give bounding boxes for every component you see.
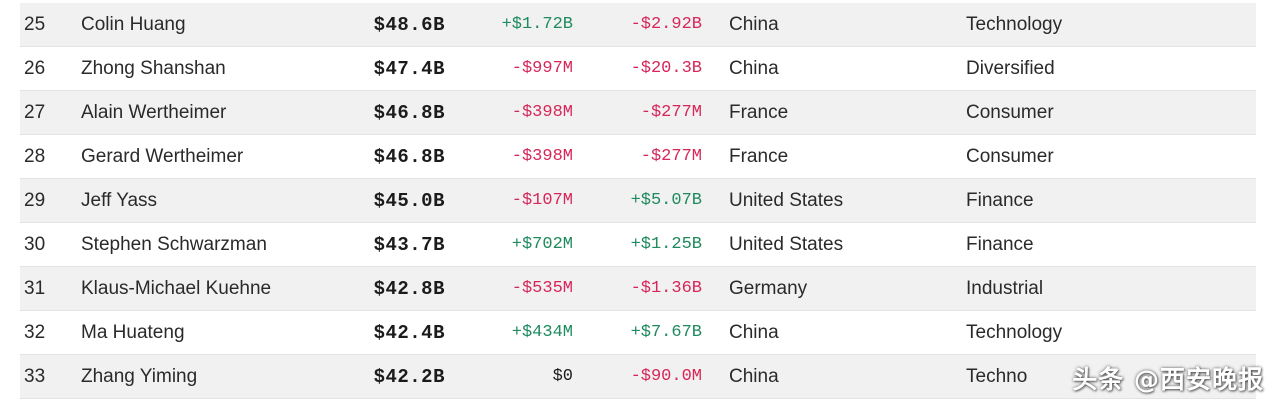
net-worth-cell: $43.7B <box>373 234 445 256</box>
table-row[interactable]: 29 Jeff Yass $45.0B -$107M +$5.07B United Sta… <box>20 179 1256 223</box>
country-cell: China <box>729 58 779 79</box>
country-cell: France <box>729 102 789 123</box>
table-row[interactable]: 30 Stephen Schwarzman $43.7B +$702M +$1.25B U… <box>20 223 1256 267</box>
net-worth-cell: $42.8B <box>373 278 445 300</box>
name-cell: Stephen Schwarzman <box>81 234 267 255</box>
last-change-cell: -$107M <box>511 191 573 210</box>
name-cell: Zhang Yiming <box>81 366 198 387</box>
table-row[interactable]: 31 Klaus-Michael Kuehne $42.8B -$535M -$1.36… <box>20 267 1256 311</box>
rank-cell: 32 <box>24 322 46 343</box>
industry-cell: Finance <box>966 234 1034 255</box>
industry-cell: Techno <box>966 366 1028 387</box>
industry-cell: Finance <box>966 190 1034 211</box>
net-worth-cell: $42.2B <box>373 366 445 388</box>
name-cell: Alain Wertheimer <box>81 102 227 123</box>
net-worth-cell: $46.8B <box>373 146 445 168</box>
table-row[interactable]: 33 Zhang Yiming $42.2B $0 -$90.0M China Techno <box>20 355 1256 399</box>
table-row[interactable]: 25 Colin Huang $48.6B +$1.72B -$2.92B China Te… <box>20 3 1256 47</box>
last-change-cell: +$434M <box>511 323 573 342</box>
name-cell: Gerard Wertheimer <box>81 146 244 167</box>
ytd-change-cell: -$2.92B <box>630 15 702 34</box>
rank-cell: 27 <box>24 102 46 123</box>
country-cell: United States <box>729 190 844 211</box>
watermark: 头条 @西安晚报 <box>1072 365 1264 394</box>
net-worth-cell: $48.6B <box>373 14 445 36</box>
last-change-cell: -$997M <box>511 59 573 78</box>
last-change-cell: -$398M <box>511 103 573 122</box>
name-cell: Klaus-Michael Kuehne <box>81 278 272 299</box>
ytd-change-cell: -$277M <box>640 147 702 166</box>
rank-cell: 33 <box>24 366 46 387</box>
table-row[interactable]: 28 Gerard Wertheimer $46.8B -$398M -$277M Fra… <box>20 135 1256 179</box>
net-worth-cell: $42.4B <box>373 322 445 344</box>
ytd-change-cell: +$7.67B <box>630 323 702 342</box>
industry-cell: Consumer <box>966 102 1054 123</box>
last-change-cell: +$702M <box>511 235 573 254</box>
country-cell: China <box>729 366 779 387</box>
country-cell: France <box>729 146 789 167</box>
country-cell: United States <box>729 234 844 255</box>
billionaires-table: 25 Colin Huang $48.6B +$1.72B -$2.92B China Te… <box>20 3 1256 399</box>
rank-cell: 29 <box>24 190 46 211</box>
ytd-change-cell: -$20.3B <box>630 59 702 78</box>
name-cell: Ma Huateng <box>81 322 185 343</box>
industry-cell: Technology <box>966 322 1063 343</box>
industry-cell: Industrial <box>966 278 1044 299</box>
net-worth-cell: $46.8B <box>373 102 445 124</box>
net-worth-cell: $47.4B <box>373 58 445 80</box>
rank-cell: 26 <box>24 58 46 79</box>
table-row[interactable]: 26 Zhong Shanshan $47.4B -$997M -$20.3B China… <box>20 47 1256 91</box>
industry-cell: Diversified <box>966 58 1055 79</box>
country-cell: China <box>729 322 779 343</box>
table-row[interactable]: 32 Ma Huateng $42.4B +$434M +$7.67B China Tech… <box>20 311 1256 355</box>
last-change-cell: -$535M <box>511 279 573 298</box>
net-worth-cell: $45.0B <box>373 190 445 212</box>
rank-cell: 31 <box>24 278 46 299</box>
industry-cell: Technology <box>966 14 1063 35</box>
ytd-change-cell: +$5.07B <box>630 191 702 210</box>
last-change-cell: -$398M <box>511 147 573 166</box>
last-change-cell: $0 <box>552 367 573 386</box>
ytd-change-cell: +$1.25B <box>630 235 702 254</box>
name-cell: Colin Huang <box>81 14 186 35</box>
country-cell: China <box>729 14 779 35</box>
industry-cell: Consumer <box>966 146 1054 167</box>
country-cell: Germany <box>729 278 808 299</box>
last-change-cell: +$1.72B <box>501 15 573 34</box>
ytd-change-cell: -$277M <box>640 103 702 122</box>
rank-cell: 30 <box>24 234 46 255</box>
name-cell: Jeff Yass <box>81 190 158 211</box>
table-row[interactable]: 27 Alain Wertheimer $46.8B -$398M -$277M Fran… <box>20 91 1256 135</box>
rank-cell: 25 <box>24 14 46 35</box>
ytd-change-cell: -$90.0M <box>630 367 702 386</box>
rank-cell: 28 <box>24 146 46 167</box>
name-cell: Zhong Shanshan <box>81 58 226 79</box>
ytd-change-cell: -$1.36B <box>630 279 702 298</box>
